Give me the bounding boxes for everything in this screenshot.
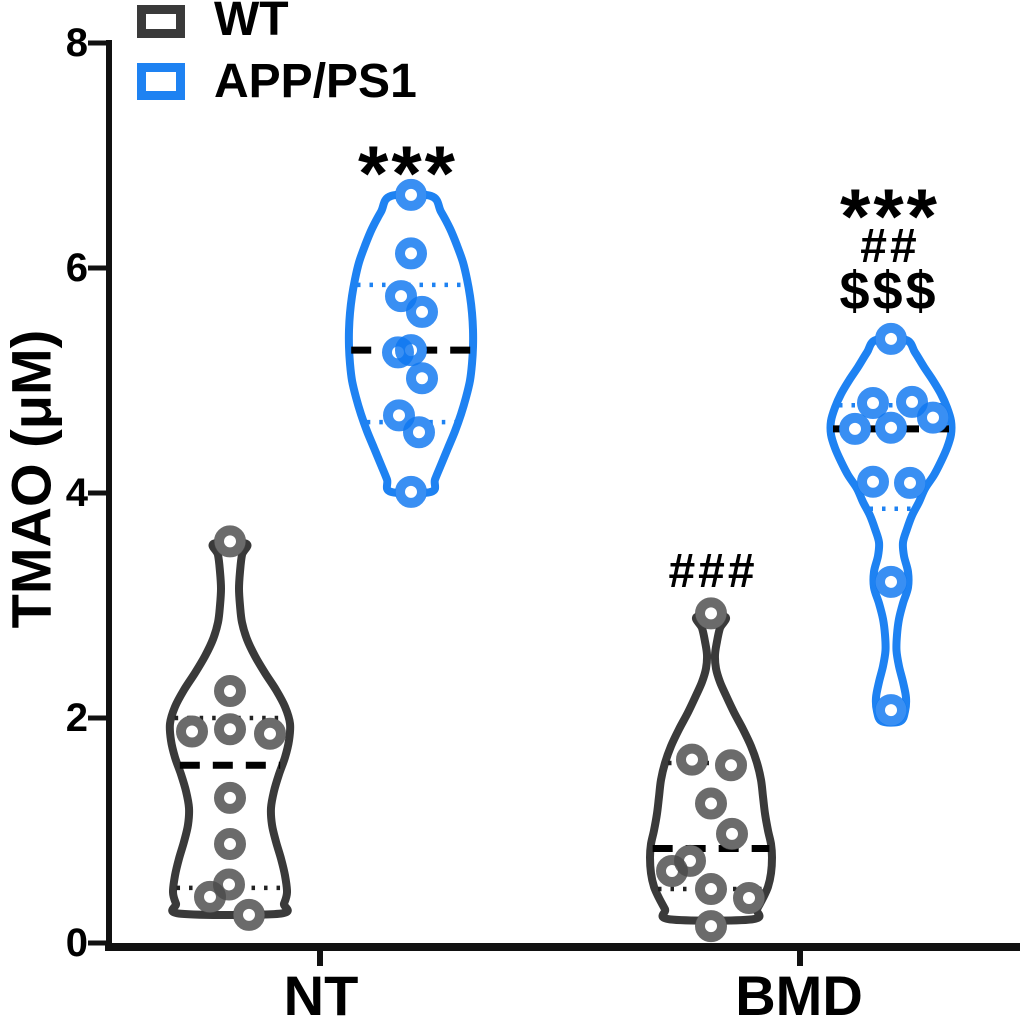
legend-label-apppgs1: APP/PS1 — [214, 55, 417, 108]
significance-bmd-appps1-dollars: $$$ — [839, 261, 939, 321]
data-point-bmd-app-ps1 — [917, 401, 949, 434]
y-tick-label-6: 6 — [65, 246, 88, 290]
y-tick-label-4: 4 — [65, 471, 88, 515]
data-point-nt-wt — [233, 898, 265, 931]
data-point-nt-app-ps1 — [406, 295, 438, 328]
data-point-bmd-wt — [716, 817, 748, 850]
data-point-bmd-wt — [695, 873, 727, 905]
data-point-bmd-app-ps1 — [896, 385, 928, 418]
data-point-nt-app-ps1 — [385, 280, 417, 313]
data-point-bmd-wt — [695, 910, 727, 943]
violin-outline-bmd-app-ps1 — [826, 334, 956, 727]
legend-swatch-apppgs1 — [137, 63, 185, 100]
x-tick-label-nt: NT — [283, 964, 359, 1021]
legend-label-wt: WT — [214, 0, 289, 46]
significance-bmd-wt-hashes: ### — [668, 545, 758, 598]
data-point-nt-wt — [214, 828, 246, 860]
data-point-bmd-wt — [676, 743, 708, 776]
data-point-nt-app-ps1 — [395, 475, 427, 508]
data-point-bmd-app-ps1 — [875, 565, 907, 598]
data-point-bmd-app-ps1 — [839, 412, 871, 445]
data-point-bmd-app-ps1 — [875, 411, 907, 444]
data-point-nt-wt — [176, 715, 208, 748]
data-point-nt-app-ps1 — [383, 399, 415, 432]
data-point-nt-app-ps1 — [403, 416, 435, 449]
data-point-bmd-app-ps1 — [857, 465, 889, 498]
data-point-bmd-app-ps1 — [875, 694, 907, 727]
significance-bmd-appps1-stars: *** — [839, 172, 941, 260]
data-point-nt-wt — [214, 713, 246, 746]
significance-nt-appps1-stars: *** — [357, 129, 459, 217]
legend-swatch-wt — [137, 5, 185, 38]
y-tick-label-2: 2 — [65, 696, 88, 740]
data-point-bmd-app-ps1 — [894, 466, 926, 499]
data-point-bmd-wt — [733, 882, 765, 914]
data-point-nt-app-ps1 — [406, 362, 438, 395]
significance-bmd-appps1-hashes: ## — [860, 220, 920, 273]
data-point-bmd-app-ps1 — [857, 387, 889, 419]
y-tick-label-0: 0 — [65, 921, 88, 965]
data-point-nt-app-ps1 — [382, 336, 414, 369]
data-point-nt-app-ps1 — [395, 237, 427, 270]
data-point-bmd-wt — [656, 855, 688, 887]
data-point-nt-wt — [214, 781, 246, 814]
data-point-nt-app-ps1 — [395, 178, 427, 211]
y-tick-label-8: 8 — [65, 21, 88, 65]
data-point-nt-wt — [214, 675, 246, 707]
data-point-bmd-wt — [695, 787, 727, 820]
data-point-nt-wt — [254, 717, 286, 750]
data-point-bmd-wt — [695, 597, 727, 630]
x-tick-label-bmd: BMD — [735, 964, 863, 1021]
data-point-nt-wt — [194, 880, 226, 913]
data-point-bmd-app-ps1 — [875, 322, 907, 355]
data-point-nt-wt — [214, 525, 246, 558]
data-point-bmd-wt — [715, 749, 747, 782]
